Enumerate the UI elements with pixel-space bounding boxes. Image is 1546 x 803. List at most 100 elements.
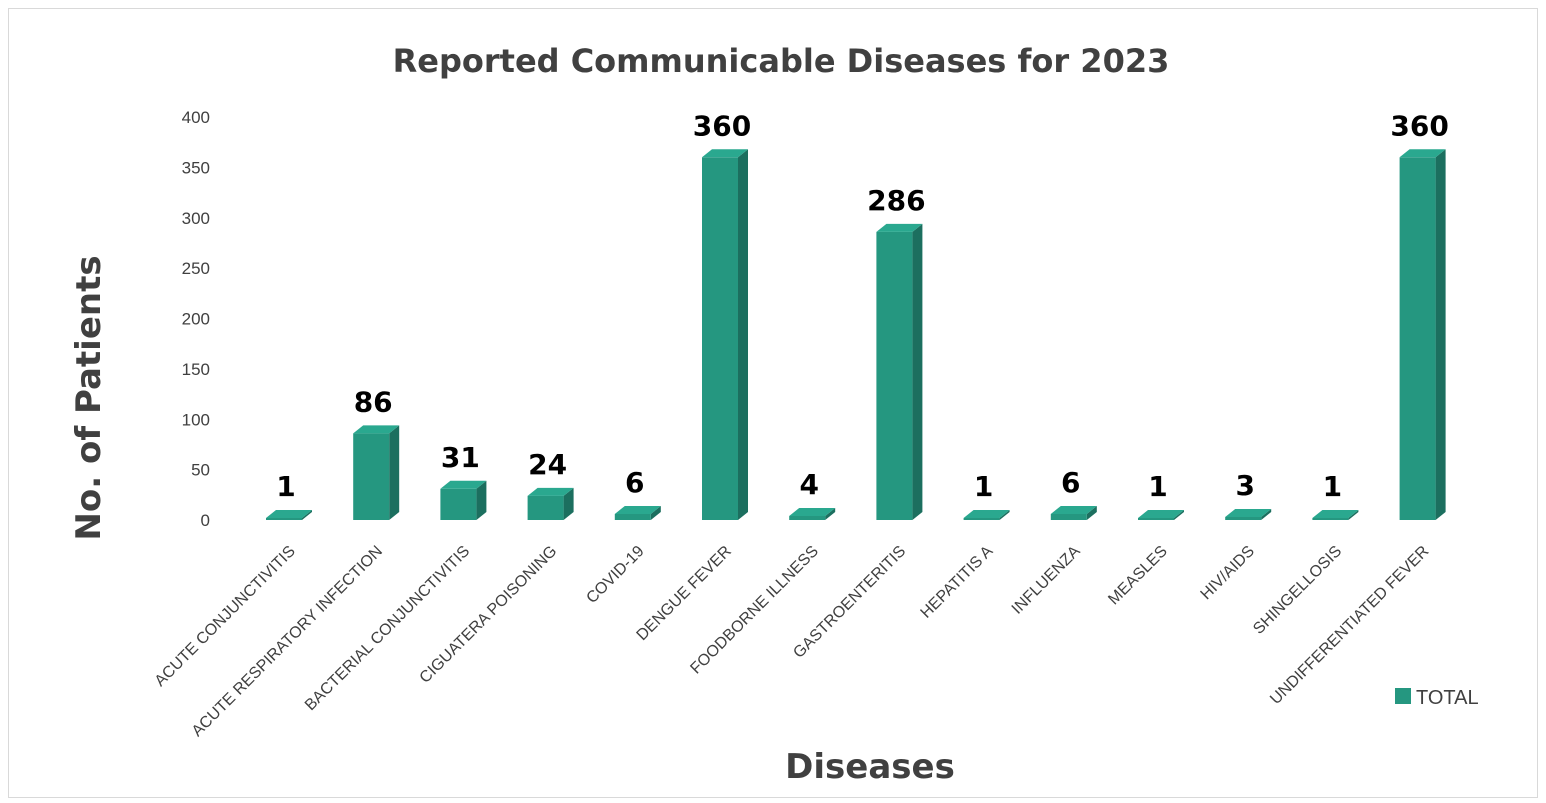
y-axis-ticks: 0 50 100 150 200 250 300 350 400 bbox=[182, 108, 210, 530]
bar-front bbox=[1050, 513, 1087, 520]
bar-side bbox=[1086, 505, 1097, 520]
bar-front bbox=[1138, 518, 1174, 520]
bar-side bbox=[912, 223, 923, 521]
bar-front bbox=[702, 157, 738, 521]
data-label: 286 bbox=[867, 184, 925, 217]
data-label: 4 bbox=[799, 468, 818, 501]
bar bbox=[527, 487, 574, 520]
bar-top bbox=[1138, 510, 1184, 518]
bar-front bbox=[353, 433, 390, 520]
bar-top bbox=[614, 505, 661, 514]
bar-front bbox=[266, 518, 302, 520]
bar-side bbox=[650, 505, 661, 520]
bar-top bbox=[1312, 510, 1359, 518]
y-tick-label: 0 bbox=[201, 511, 210, 530]
category-label: COVID-19 bbox=[583, 543, 647, 607]
bar bbox=[266, 510, 312, 520]
category-label: ACUTE CONJUNCTIVITIS bbox=[152, 543, 299, 690]
bar-top bbox=[1399, 149, 1446, 158]
bar bbox=[702, 149, 748, 521]
bar-top bbox=[876, 223, 923, 232]
category-label: UNDIFFERENTIATED FEVER bbox=[1267, 543, 1432, 708]
data-label: 1 bbox=[974, 470, 993, 503]
bar-side bbox=[999, 510, 1010, 520]
y-tick-label: 200 bbox=[182, 310, 210, 329]
bar bbox=[440, 480, 487, 520]
y-tick-label: 100 bbox=[182, 410, 210, 429]
data-label: 1 bbox=[1323, 470, 1342, 503]
bar-side bbox=[1261, 508, 1272, 520]
data-label: 6 bbox=[1061, 466, 1080, 499]
bar-side bbox=[738, 149, 748, 521]
data-label: 24 bbox=[528, 448, 567, 481]
bar-top bbox=[353, 425, 400, 434]
bar-top bbox=[963, 510, 1010, 518]
category-label: ACUTE RESPIRATORY INFECTION bbox=[189, 543, 386, 740]
legend-label: TOTAL bbox=[1416, 687, 1479, 709]
bar-front bbox=[876, 231, 913, 521]
x-axis-title: Diseases bbox=[785, 747, 955, 787]
bar bbox=[1312, 510, 1359, 520]
bar bbox=[1225, 508, 1272, 520]
bar-front bbox=[1312, 518, 1349, 520]
bars bbox=[266, 149, 1446, 521]
category-label: CIGUATERA POISONING bbox=[417, 543, 561, 687]
category-label: INFLUENZA bbox=[1009, 543, 1084, 618]
bar bbox=[353, 425, 400, 520]
y-tick-label: 250 bbox=[182, 259, 210, 278]
bar bbox=[1399, 149, 1446, 521]
bar-side bbox=[302, 510, 312, 520]
category-label: MEASLES bbox=[1105, 543, 1170, 608]
category-label: SHINGELLOSIS bbox=[1250, 543, 1345, 638]
chart-frame bbox=[8, 8, 1538, 798]
chart-title: Reported Communicable Diseases for 2023 bbox=[393, 42, 1170, 80]
category-label: BACTERIAL CONJUNCTIVITIS bbox=[302, 543, 473, 714]
bar-front bbox=[789, 515, 826, 520]
bar-front bbox=[963, 518, 1000, 520]
bar-top bbox=[266, 510, 312, 518]
bar-front bbox=[527, 495, 564, 520]
category-label: DENGUE FEVER bbox=[634, 543, 735, 644]
bar-top bbox=[789, 507, 836, 516]
category-label: HIV/AIDS bbox=[1198, 543, 1258, 603]
data-label: 360 bbox=[1390, 109, 1448, 142]
legend-swatch bbox=[1395, 688, 1411, 704]
bar-top bbox=[702, 149, 748, 158]
bar-top bbox=[1050, 505, 1097, 514]
bar-front bbox=[1399, 157, 1436, 521]
bar-side bbox=[1435, 149, 1446, 521]
data-label: 6 bbox=[625, 466, 644, 499]
bar-front bbox=[1225, 516, 1262, 520]
bar-top bbox=[1225, 508, 1272, 517]
bar bbox=[1138, 510, 1184, 520]
data-label: 3 bbox=[1235, 469, 1254, 502]
bar-side bbox=[1174, 510, 1184, 520]
data-label: 86 bbox=[354, 385, 393, 418]
y-tick-label: 50 bbox=[191, 461, 210, 480]
bar bbox=[614, 505, 661, 520]
bar bbox=[963, 510, 1010, 520]
category-label: HEPATITIS A bbox=[918, 543, 997, 622]
bar bbox=[1050, 505, 1097, 520]
bar bbox=[876, 223, 923, 521]
bar-front bbox=[614, 513, 651, 520]
bar-side bbox=[825, 507, 836, 520]
data-label: 1 bbox=[1148, 470, 1167, 503]
bar-side bbox=[563, 487, 574, 520]
bar-top bbox=[527, 487, 574, 496]
bar-front bbox=[440, 488, 477, 520]
bar bbox=[789, 507, 836, 520]
y-axis-title: No. of Patients bbox=[69, 255, 109, 540]
y-tick-label: 150 bbox=[182, 360, 210, 379]
bar-side bbox=[389, 425, 400, 520]
y-tick-label: 300 bbox=[182, 209, 210, 228]
bar-top bbox=[440, 480, 487, 489]
y-tick-label: 350 bbox=[182, 158, 210, 177]
data-label: 1 bbox=[276, 470, 295, 503]
bar-side bbox=[476, 480, 487, 520]
data-label: 360 bbox=[693, 109, 751, 142]
bar-side bbox=[1348, 510, 1359, 520]
